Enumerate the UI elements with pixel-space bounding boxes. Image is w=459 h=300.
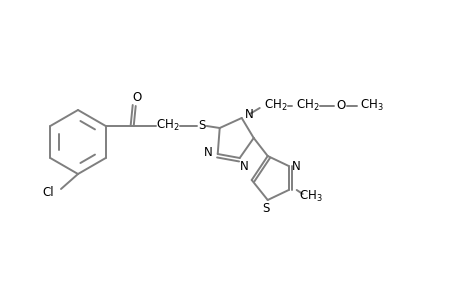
- Text: S: S: [262, 202, 269, 215]
- Text: CH$_2$: CH$_2$: [156, 118, 179, 133]
- Text: N: N: [204, 146, 213, 158]
- Text: CH$_2$: CH$_2$: [295, 98, 319, 112]
- Text: O: O: [132, 91, 141, 103]
- Text: O: O: [336, 98, 345, 112]
- Text: S: S: [197, 118, 205, 131]
- Text: N: N: [245, 107, 253, 121]
- Text: N: N: [240, 160, 248, 172]
- Text: CH$_3$: CH$_3$: [359, 98, 383, 112]
- Text: CH$_3$: CH$_3$: [298, 188, 322, 203]
- Text: N: N: [292, 160, 301, 172]
- Text: CH$_2$: CH$_2$: [263, 98, 287, 112]
- Text: Cl: Cl: [42, 185, 54, 199]
